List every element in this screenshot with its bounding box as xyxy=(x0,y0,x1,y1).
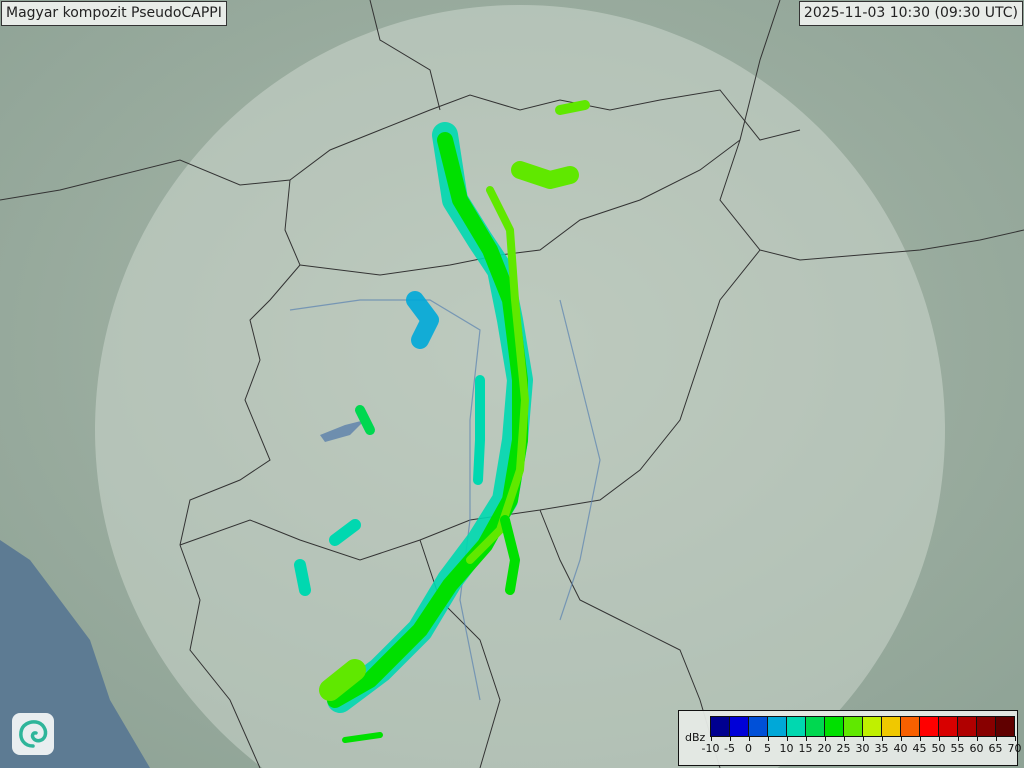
tick-mark xyxy=(995,736,997,741)
color-swatch xyxy=(844,717,863,736)
tick-mark xyxy=(1014,736,1016,741)
echo-cell xyxy=(406,291,439,349)
color-swatch xyxy=(768,717,787,736)
timestamp: 2025-11-03 10:30 (09:30 UTC) xyxy=(798,1,1023,26)
color-swatch xyxy=(882,717,901,736)
tick-label: 50 xyxy=(931,742,946,755)
echo-cell xyxy=(329,519,361,546)
tick-label: 55 xyxy=(950,742,965,755)
echo-cell xyxy=(500,515,520,595)
swirl-logo-icon xyxy=(12,713,54,755)
adriatic-sea xyxy=(0,540,150,768)
tick-label: 5 xyxy=(764,742,771,755)
echo-cell xyxy=(342,732,383,743)
rivers xyxy=(289,299,601,701)
echo-cell xyxy=(355,405,375,435)
lake-balaton xyxy=(320,420,365,442)
tick-mark xyxy=(919,736,921,741)
tick-label: 25 xyxy=(836,742,851,755)
tick-label: 0 xyxy=(745,742,752,755)
color-swatch xyxy=(730,717,749,736)
tick-mark xyxy=(710,736,712,741)
color-swatch xyxy=(863,717,882,736)
echo-cell xyxy=(466,186,529,564)
product-title: Magyar kompozit PseudoCAPPI xyxy=(1,1,227,26)
color-swatch xyxy=(749,717,768,736)
tick-mark xyxy=(938,736,940,741)
tick-mark xyxy=(862,736,864,741)
echo-cell xyxy=(294,559,311,596)
tick-mark xyxy=(881,736,883,741)
tick-label: 70 xyxy=(1007,742,1022,755)
radar-echoes xyxy=(294,100,590,743)
tick-label: 45 xyxy=(912,742,927,755)
tick-label: 60 xyxy=(969,742,984,755)
tick-mark xyxy=(767,736,769,741)
tick-label: 20 xyxy=(817,742,832,755)
tick-mark xyxy=(976,736,978,741)
tick-label: 40 xyxy=(893,742,908,755)
tick-mark xyxy=(805,736,807,741)
tick-mark xyxy=(900,736,902,741)
color-swatch xyxy=(920,717,939,736)
tick-label: 15 xyxy=(798,742,813,755)
echo-cell xyxy=(473,375,485,485)
echo-cell xyxy=(511,161,579,189)
color-swatch xyxy=(711,717,730,736)
echo-cell xyxy=(319,659,366,701)
tick-label: 30 xyxy=(855,742,870,755)
legend-unit: dBz xyxy=(685,731,706,744)
dbz-legend: dBz -10 -5 0 5 10 15 20 25 30 35 40 45 50 55 60 65 70 xyxy=(678,710,1022,766)
tick-label: 65 xyxy=(988,742,1003,755)
echo-cell xyxy=(327,132,528,708)
tick-mark xyxy=(824,736,826,741)
color-scale xyxy=(710,716,1015,737)
color-swatch xyxy=(996,717,1014,736)
tick-mark xyxy=(843,736,845,741)
color-swatch xyxy=(787,717,806,736)
color-swatch xyxy=(958,717,977,736)
tick-mark xyxy=(748,736,750,741)
tick-label: 35 xyxy=(874,742,889,755)
tick-label: 10 xyxy=(779,742,794,755)
color-swatch xyxy=(977,717,996,736)
color-swatch xyxy=(825,717,844,736)
color-swatch xyxy=(901,717,920,736)
tick-mark xyxy=(786,736,788,741)
tick-label: -5 xyxy=(724,742,735,755)
color-swatch xyxy=(939,717,958,736)
tick-mark xyxy=(729,736,731,741)
echo-cell xyxy=(555,100,590,115)
tick-label: -10 xyxy=(701,742,720,755)
tick-mark xyxy=(957,736,959,741)
color-swatch xyxy=(806,717,825,736)
